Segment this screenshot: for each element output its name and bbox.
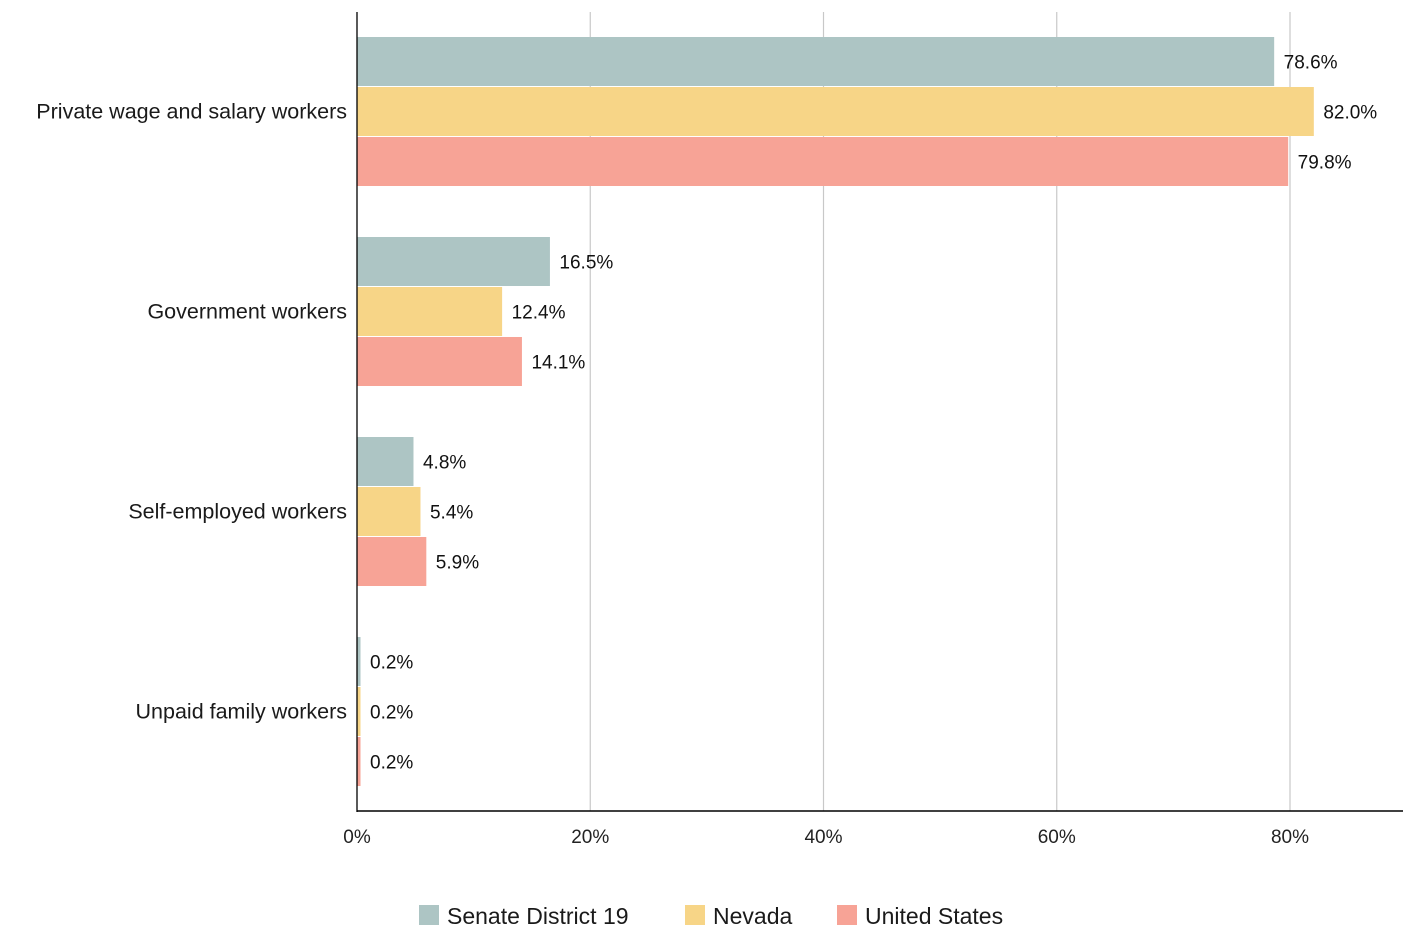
x-tick-label: 20% [571, 827, 609, 848]
data-label: 79.8% [1298, 153, 1352, 174]
category-label: Unpaid family workers [136, 700, 347, 724]
bar [357, 337, 522, 386]
data-label: 4.8% [423, 453, 466, 474]
category-label: Self-employed workers [128, 500, 347, 524]
data-label: 16.5% [559, 253, 613, 274]
legend-label: Senate District 19 [447, 903, 629, 928]
x-tick-label: 40% [804, 827, 842, 848]
bar [357, 287, 503, 336]
data-label: 5.4% [430, 503, 473, 524]
data-label: 0.2% [370, 653, 413, 674]
x-tick-label: 0% [343, 827, 371, 848]
legend-swatch [419, 905, 439, 925]
legend: Senate District 19 Nevada United States [419, 903, 1003, 928]
data-label: 0.2% [370, 753, 413, 774]
bar [357, 537, 427, 586]
data-label: 0.2% [370, 703, 413, 724]
category-label: Private wage and salary workers [36, 100, 347, 124]
legend-label: Nevada [713, 903, 792, 928]
bar [357, 87, 1314, 136]
category-label: Government workers [147, 300, 347, 324]
data-labels: 78.6% 82.0% 79.8% 16.5% 12.4% 14.1% 4.8% 5.4% 5.… [370, 53, 1377, 774]
bar [357, 37, 1275, 86]
bar [357, 487, 421, 536]
x-tick-label: 80% [1271, 827, 1309, 848]
data-label: 12.4% [512, 303, 566, 324]
bar [357, 437, 414, 486]
x-tick-label: 60% [1038, 827, 1076, 848]
data-label: 82.0% [1323, 103, 1377, 124]
data-label: 78.6% [1284, 53, 1338, 74]
bar [357, 137, 1289, 186]
legend-label: United States [865, 903, 1003, 928]
legend-swatch [837, 905, 857, 925]
bars [357, 37, 1314, 786]
data-label: 14.1% [531, 353, 585, 374]
data-label: 5.9% [436, 553, 479, 574]
bar [357, 687, 361, 736]
bar [357, 737, 361, 786]
bar [357, 637, 361, 686]
bar [357, 237, 550, 286]
legend-swatch [685, 905, 705, 925]
axes: 0% 20% 40% 60% 80% Private wage and salary wo… [36, 12, 1403, 848]
